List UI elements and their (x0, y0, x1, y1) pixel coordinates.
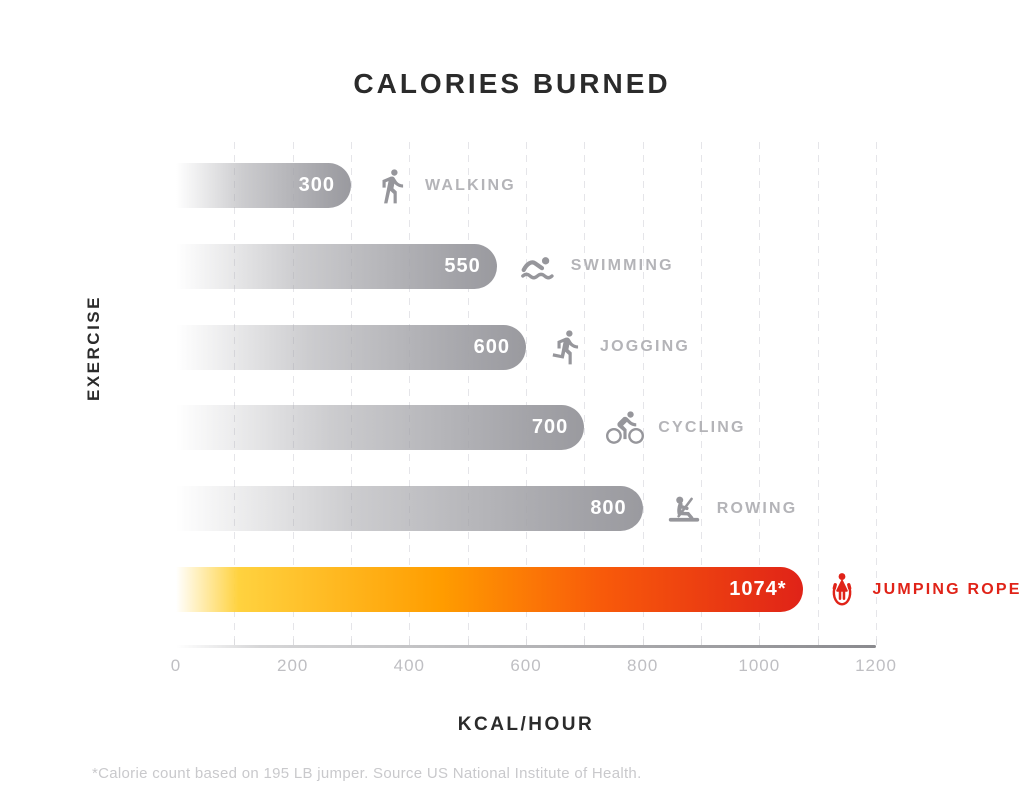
x-tick-label-200: 200 (277, 656, 309, 675)
x-tick-label-600: 600 (510, 656, 542, 675)
x-tick-label-0: 0 (170, 656, 182, 675)
x-axis-tick-1100 (817, 639, 819, 645)
category-label-jumping-rope: JUMPING ROPE (872, 580, 1022, 598)
x-axis-tick-300 (351, 639, 352, 645)
x-axis-tick-700 (584, 639, 586, 645)
x-axis-tick-100 (234, 639, 236, 645)
bar-value-jumping-rope: 1074* (729, 578, 787, 600)
jumping-rope-icon (825, 570, 859, 609)
x-axis-tick-200 (292, 639, 294, 645)
plot-area: 300 WALKING 550 SWIMMING 600 JOGGING 700 CYCLIN… (176, 138, 1019, 648)
bar-swimming: 550 (176, 243, 497, 289)
gridline-700 (584, 142, 586, 640)
footnote: *Calorie count based on 195 LB jumper. S… (92, 765, 642, 782)
x-axis-tick-900 (701, 639, 702, 645)
gridline-200 (292, 142, 294, 640)
gridline-500 (467, 142, 469, 640)
category-label-walking: WALKING (425, 176, 516, 194)
x-tick-label-800: 800 (627, 656, 659, 675)
x-axis-tick-500 (467, 639, 469, 645)
x-axis-tick-600 (526, 639, 527, 645)
bar-cycling: 700 (176, 405, 585, 451)
bar-value-cycling: 700 (531, 416, 569, 439)
gridline-900 (701, 142, 702, 640)
gridline-800 (642, 142, 644, 640)
x-axis-title: KCAL/HOUR (457, 714, 595, 735)
gridline-600 (526, 142, 527, 640)
x-axis-tick-1200 (876, 639, 877, 645)
x-axis-tick-800 (642, 639, 644, 645)
bar-row-jumping-rope: 1074* JUMPING ROPE (176, 567, 1019, 612)
x-axis-tick-1000 (759, 639, 761, 645)
category-label-cycling: CYCLING (658, 418, 746, 436)
gridline-100 (234, 142, 236, 640)
x-tick-label-1000: 1000 (738, 656, 781, 675)
swimming-icon (519, 251, 557, 281)
cycling-icon (606, 409, 645, 447)
x-axis-tick-400 (409, 639, 411, 645)
bar-value-walking: 300 (298, 174, 335, 196)
bar-jumping-rope: 1074* (176, 567, 803, 612)
category-label-jogging: JOGGING (600, 338, 691, 356)
gridline-300 (351, 142, 352, 640)
gridline-1000 (759, 142, 761, 640)
bar-value-rowing: 800 (590, 497, 627, 520)
bar-row-walking: 300 WALKING (176, 163, 876, 208)
jogging-icon (548, 328, 586, 366)
bar-walking: 300 (176, 163, 351, 208)
y-axis-title: EXERCISE (84, 295, 103, 401)
category-label-swimming: SWIMMING (570, 257, 674, 275)
gridline-1100 (817, 142, 819, 640)
gridline-1200 (876, 142, 877, 640)
rowing-icon (665, 493, 703, 525)
bar-row-swimming: 550 SWIMMING (176, 243, 876, 289)
gridline-400 (409, 142, 411, 640)
bar-row-rowing: 800 ROWING (176, 486, 876, 532)
x-axis-line (176, 645, 876, 648)
bar-jogging: 600 (176, 324, 526, 370)
chart-title: CALORIES BURNED (353, 68, 671, 99)
x-tick-label-1200: 1200 (855, 656, 897, 675)
bar-rowing: 800 (176, 486, 643, 532)
bar-row-cycling: 700 CYCLING (176, 405, 876, 451)
bar-row-jogging: 600 JOGGING (176, 324, 876, 370)
x-axis-tick-labels: 0 200 400 600 800 1000 1200 (171, 656, 896, 680)
x-tick-label-400: 400 (393, 656, 425, 675)
category-label-rowing: ROWING (716, 499, 798, 517)
bar-value-jogging: 600 (473, 335, 510, 358)
bar-value-swimming: 550 (444, 254, 481, 277)
walking-icon (373, 167, 411, 205)
